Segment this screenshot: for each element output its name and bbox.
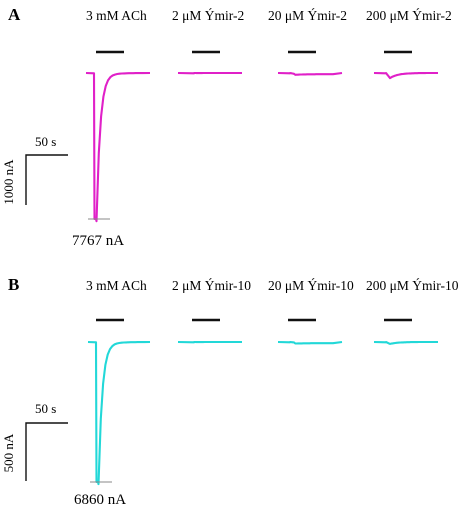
time-scale-label: 50 s: [35, 401, 56, 416]
condition-label: 2 μM Ýmir-2: [172, 8, 244, 23]
condition-label: 20 μM Ýmir-2: [268, 8, 347, 23]
current-scale-label: 500 nA: [1, 433, 16, 472]
condition-label: 200 μM Ýmir-2: [366, 8, 452, 23]
scale-bar: [25, 422, 68, 481]
current-trace: [373, 71, 438, 80]
scale-bar: [25, 154, 68, 205]
condition-label: 2 μM Ýmir-10: [172, 278, 251, 293]
time-scale-label: 50 s: [35, 134, 56, 149]
condition-label: 200 μM Ýmir-10: [366, 278, 459, 293]
peak-current-label: 6860 nA: [74, 492, 126, 508]
panel-letter: A: [8, 5, 21, 24]
panel-a: A 3 mM ACh 7767 nA 2 μM Ýmir-2 20 μM Ýmir-2 2…: [1, 5, 452, 249]
panel-b: B 3 mM ACh 6860 nA 2 μM Ýmir-10 20 μM Ýmir-1…: [1, 275, 459, 508]
condition-label: 3 mM ACh: [86, 278, 147, 293]
condition-label: 20 μM Ýmir-10: [268, 278, 354, 293]
current-trace: [85, 71, 151, 223]
current-trace: [277, 340, 343, 345]
panel-letter: B: [8, 275, 19, 294]
current-trace: [277, 71, 343, 76]
condition-label: 3 mM ACh: [86, 8, 147, 23]
current-trace: [87, 340, 151, 486]
peak-current-label: 7767 nA: [72, 233, 124, 249]
current-trace: [373, 340, 438, 345]
current-scale-label: 1000 nA: [1, 159, 16, 205]
